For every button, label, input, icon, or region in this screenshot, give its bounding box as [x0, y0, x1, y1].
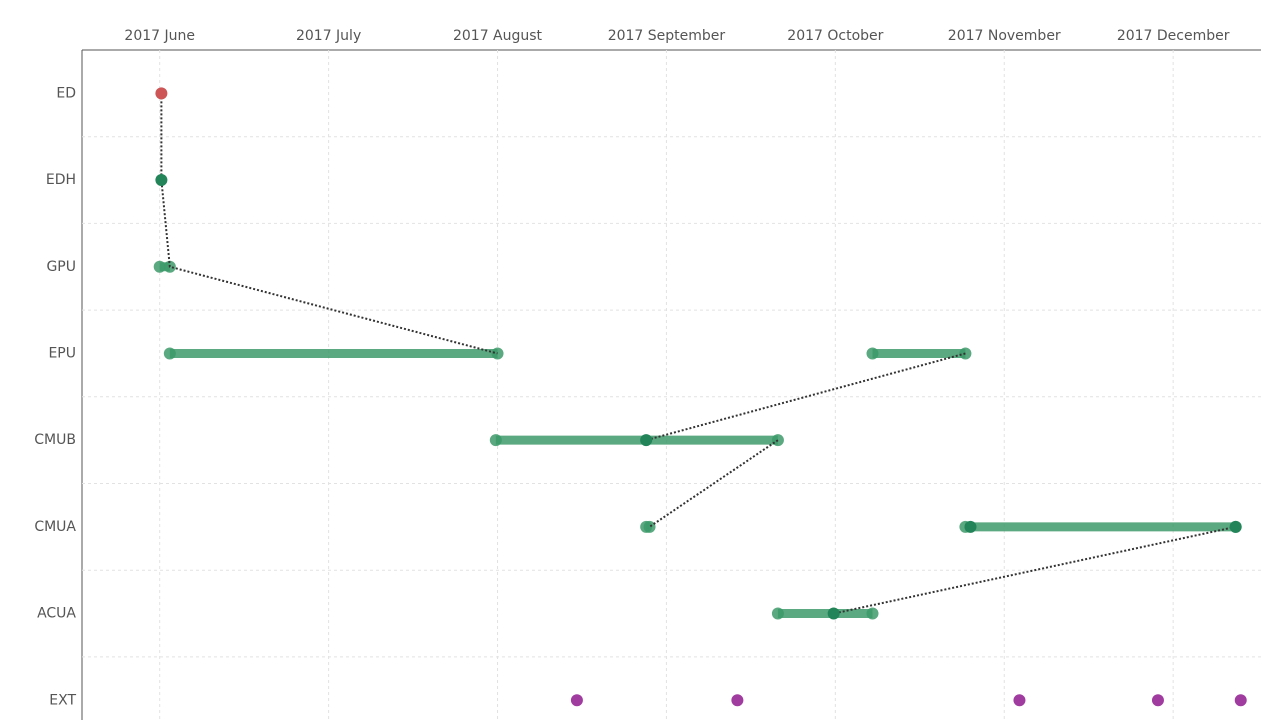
y-tick-label: EXT	[49, 692, 76, 708]
point	[570, 694, 583, 707]
point	[827, 607, 840, 620]
point	[155, 87, 168, 100]
y-tick-label: ACUA	[37, 606, 76, 622]
range-end	[866, 607, 879, 620]
point	[155, 174, 168, 187]
y-tick-label: EDH	[46, 172, 76, 188]
range-start	[771, 607, 784, 620]
y-tick-label: ED	[56, 85, 76, 101]
connector	[833, 525, 1236, 615]
x-tick-label: 2017 July	[296, 28, 361, 44]
point	[1151, 694, 1164, 707]
y-tick-label: EPU	[48, 345, 76, 361]
x-tick-label: 2017 June	[124, 28, 195, 44]
x-tick-label: 2017 September	[608, 28, 726, 44]
connector	[645, 352, 966, 442]
range-start	[866, 347, 879, 360]
point	[731, 694, 744, 707]
point	[964, 520, 977, 533]
range-end	[643, 520, 656, 533]
y-tick-label: CMUB	[34, 432, 76, 448]
range-start	[153, 260, 166, 273]
point	[1229, 520, 1242, 533]
point	[1234, 694, 1247, 707]
y-tick-label: CMUA	[34, 519, 76, 535]
range-start	[163, 347, 176, 360]
x-tick-label: 2017 October	[787, 28, 883, 44]
point	[1013, 694, 1026, 707]
x-tick-label: 2017 August	[453, 28, 543, 44]
grid	[82, 50, 1261, 720]
x-tick-label: 2017 December	[1117, 28, 1230, 44]
x-tick-label: 2017 November	[948, 28, 1061, 44]
range-start	[489, 434, 502, 447]
y-tick-label: GPU	[46, 259, 76, 275]
connector	[648, 439, 779, 528]
point	[640, 434, 653, 447]
